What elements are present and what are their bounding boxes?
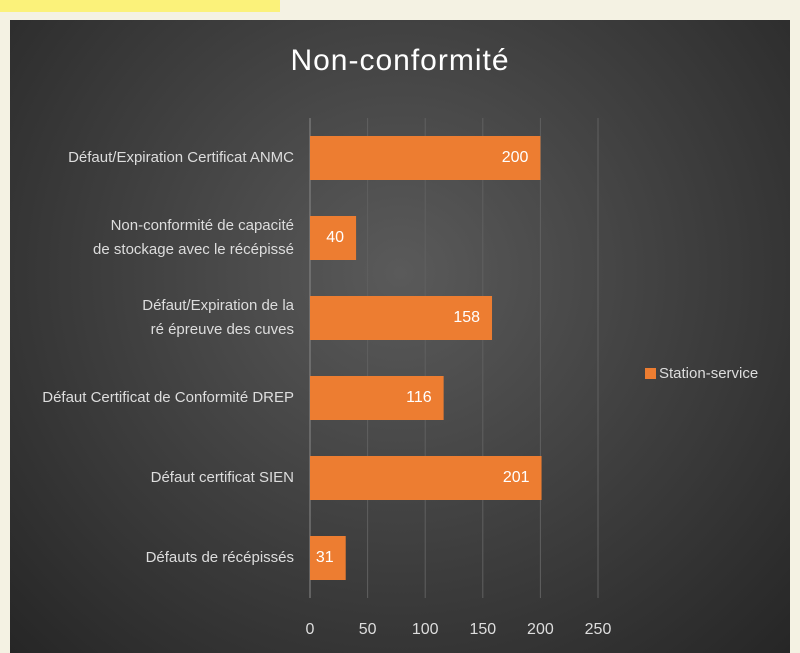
data-label: 40 (326, 229, 344, 246)
legend-swatch (645, 368, 656, 379)
bar (310, 136, 541, 180)
bar (310, 536, 346, 580)
category-label: Défaut/Expiration Certificat ANMC (68, 149, 294, 166)
bar (310, 216, 357, 260)
category-label: Défauts de récépissés (145, 549, 294, 566)
bar (310, 376, 444, 420)
data-label: 116 (406, 389, 432, 406)
bar (310, 296, 493, 340)
category-label: Défaut/Expiration de la ré épreuve des c… (142, 297, 294, 338)
x-tick-label: 150 (469, 621, 496, 638)
data-label: 201 (503, 469, 530, 486)
category-label: Non-conformité de capacité de stockage a… (93, 217, 294, 258)
x-tick-label: 100 (412, 621, 439, 638)
bar (310, 456, 542, 500)
chart-title: Non-conformité (290, 44, 509, 77)
data-label: 31 (316, 549, 334, 566)
highlight (0, 0, 280, 12)
legend-label: Station-service (659, 365, 758, 382)
data-label: 158 (453, 309, 480, 326)
category-label: Défaut Certificat de Conformité DREP (42, 389, 294, 406)
data-label: 200 (502, 149, 529, 166)
category-label: Défaut certificat SIEN (150, 469, 294, 486)
x-tick-label: 0 (306, 621, 315, 638)
x-tick-label: 50 (359, 621, 377, 638)
x-tick-label: 250 (585, 621, 612, 638)
x-tick-label: 200 (527, 621, 554, 638)
